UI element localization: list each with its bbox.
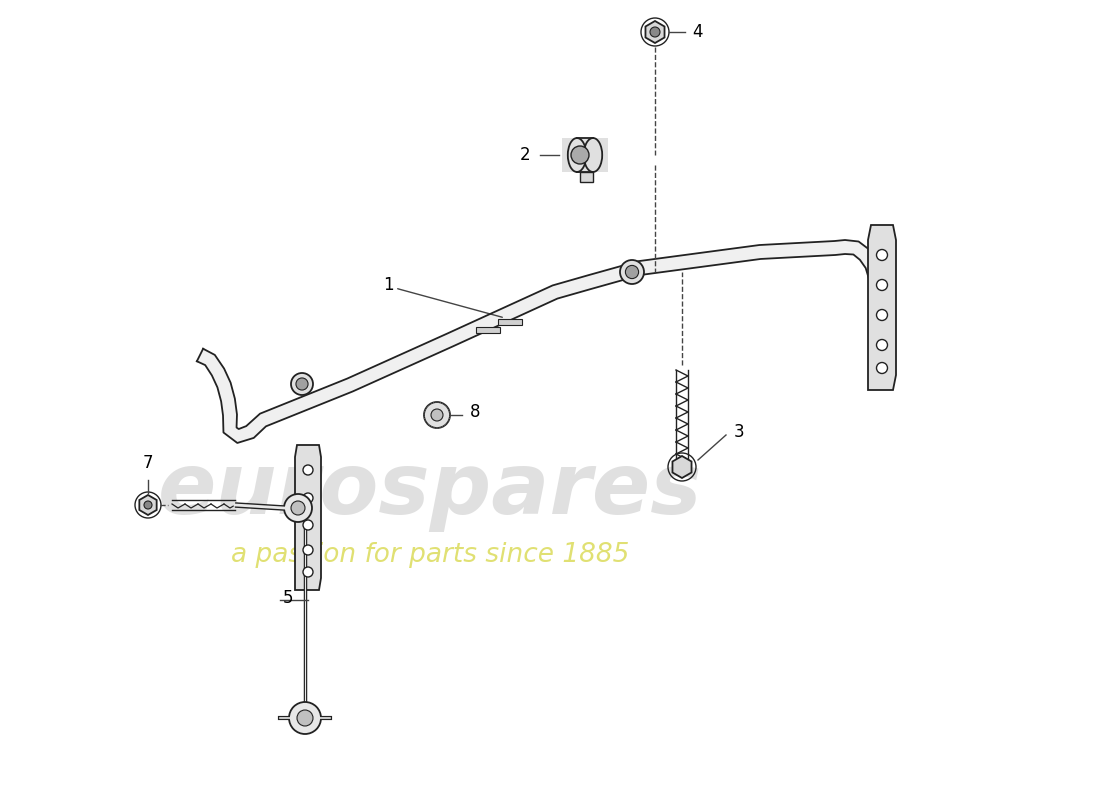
Circle shape <box>302 520 313 530</box>
Text: a passion for parts since 1885: a passion for parts since 1885 <box>231 542 629 568</box>
Circle shape <box>292 373 313 395</box>
Text: 1: 1 <box>383 276 394 294</box>
Polygon shape <box>562 138 608 172</box>
Text: 3: 3 <box>734 423 745 441</box>
Polygon shape <box>197 240 882 443</box>
Circle shape <box>877 362 888 374</box>
Circle shape <box>302 545 313 555</box>
Polygon shape <box>140 495 156 515</box>
Text: 5: 5 <box>283 589 294 607</box>
Circle shape <box>289 702 321 734</box>
Circle shape <box>626 266 639 278</box>
Circle shape <box>431 409 443 421</box>
Text: 8: 8 <box>470 403 481 421</box>
Circle shape <box>877 250 888 261</box>
Circle shape <box>302 465 313 475</box>
Circle shape <box>144 501 152 509</box>
Circle shape <box>292 501 305 515</box>
Circle shape <box>620 260 644 284</box>
Circle shape <box>877 339 888 350</box>
Text: 4: 4 <box>692 23 703 41</box>
Ellipse shape <box>584 138 602 172</box>
Circle shape <box>302 567 313 577</box>
Text: eurospares: eurospares <box>157 449 702 531</box>
Circle shape <box>424 402 450 428</box>
Circle shape <box>877 310 888 321</box>
Polygon shape <box>646 21 664 43</box>
Circle shape <box>302 493 313 503</box>
Polygon shape <box>580 172 593 182</box>
Polygon shape <box>295 445 321 590</box>
Polygon shape <box>498 319 522 325</box>
Text: 7: 7 <box>143 454 153 472</box>
Polygon shape <box>476 327 501 333</box>
Circle shape <box>571 146 588 164</box>
Circle shape <box>650 27 660 37</box>
Polygon shape <box>672 456 692 478</box>
Circle shape <box>296 378 308 390</box>
Polygon shape <box>868 225 896 390</box>
Circle shape <box>284 494 312 522</box>
Circle shape <box>877 279 888 290</box>
Text: 2: 2 <box>519 146 530 164</box>
Circle shape <box>297 710 313 726</box>
